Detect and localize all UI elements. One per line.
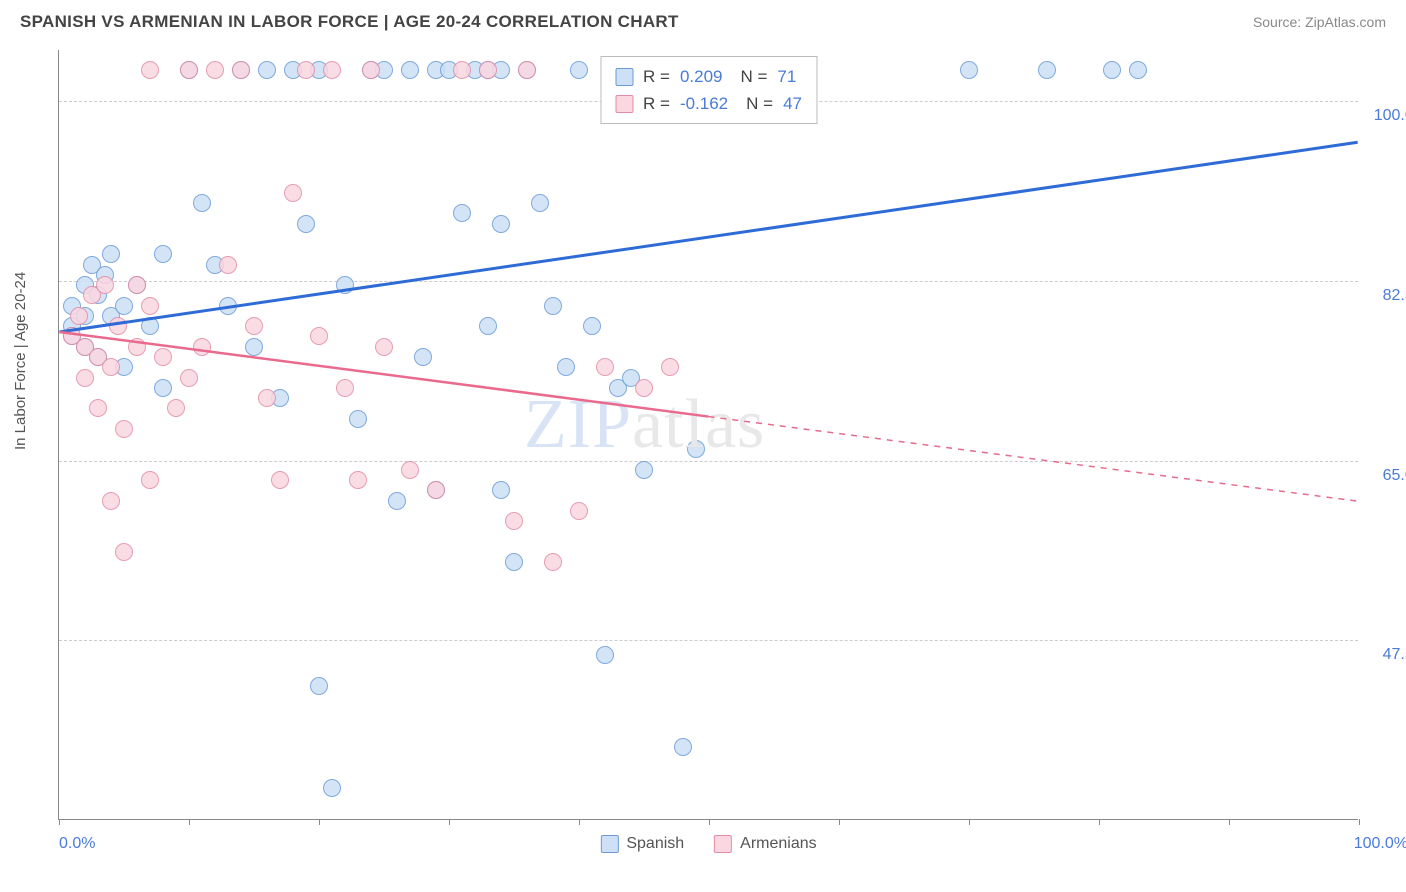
source-label: Source: ZipAtlas.com: [1253, 14, 1386, 30]
n-value: 71: [777, 63, 796, 90]
trend-line-solid: [59, 142, 1357, 332]
y-tick-label: 65.0%: [1368, 467, 1406, 485]
trend-line-dashed: [709, 417, 1358, 502]
y-tick-label: 82.5%: [1368, 287, 1406, 305]
legend-top-row: R = -0.162 N = 47: [615, 90, 802, 117]
r-value: 0.209: [680, 63, 723, 90]
legend-item: Spanish: [600, 835, 684, 853]
x-axis-min-label: 0.0%: [59, 835, 95, 853]
x-tick: [59, 819, 60, 825]
x-tick: [1359, 819, 1360, 825]
n-value: 47: [783, 90, 802, 117]
y-axis-label: In Labor Force | Age 20-24: [12, 272, 29, 450]
y-tick-label: 100.0%: [1368, 107, 1406, 125]
legend-top-row: R = 0.209 N = 71: [615, 63, 802, 90]
legend-label: Armenians: [740, 835, 816, 853]
x-axis-max-label: 100.0%: [1354, 835, 1406, 853]
chart-container: SPANISH VS ARMENIAN IN LABOR FORCE | AGE…: [0, 0, 1406, 892]
r-label: R =: [643, 63, 670, 90]
x-tick: [1099, 819, 1100, 825]
x-tick: [969, 819, 970, 825]
legend-swatch: [615, 95, 633, 113]
r-label: R =: [643, 90, 670, 117]
x-tick: [449, 819, 450, 825]
legend-swatch: [600, 835, 618, 853]
x-tick: [1229, 819, 1230, 825]
trend-lines-layer: [59, 50, 1358, 819]
legend-swatch: [615, 68, 633, 86]
trend-line-solid: [59, 332, 708, 417]
correlation-legend: R =0.209N =71R =-0.162N =47: [600, 56, 817, 124]
legend-swatch: [714, 835, 732, 853]
x-tick: [839, 819, 840, 825]
x-tick: [579, 819, 580, 825]
n-label: N =: [740, 63, 767, 90]
series-legend: Spanish Armenians: [600, 835, 816, 853]
r-value: -0.162: [680, 90, 728, 117]
header: SPANISH VS ARMENIAN IN LABOR FORCE | AGE…: [0, 0, 1406, 40]
n-label: N =: [746, 90, 773, 117]
x-tick: [189, 819, 190, 825]
y-tick-label: 47.5%: [1368, 646, 1406, 664]
chart-title: SPANISH VS ARMENIAN IN LABOR FORCE | AGE…: [20, 12, 679, 32]
legend-label: Spanish: [626, 835, 684, 853]
legend-item: Armenians: [714, 835, 816, 853]
x-tick: [709, 819, 710, 825]
plot-area: ZIPatlas R =0.209N =71R =-0.162N =47 0.0…: [58, 50, 1358, 820]
x-tick: [319, 819, 320, 825]
